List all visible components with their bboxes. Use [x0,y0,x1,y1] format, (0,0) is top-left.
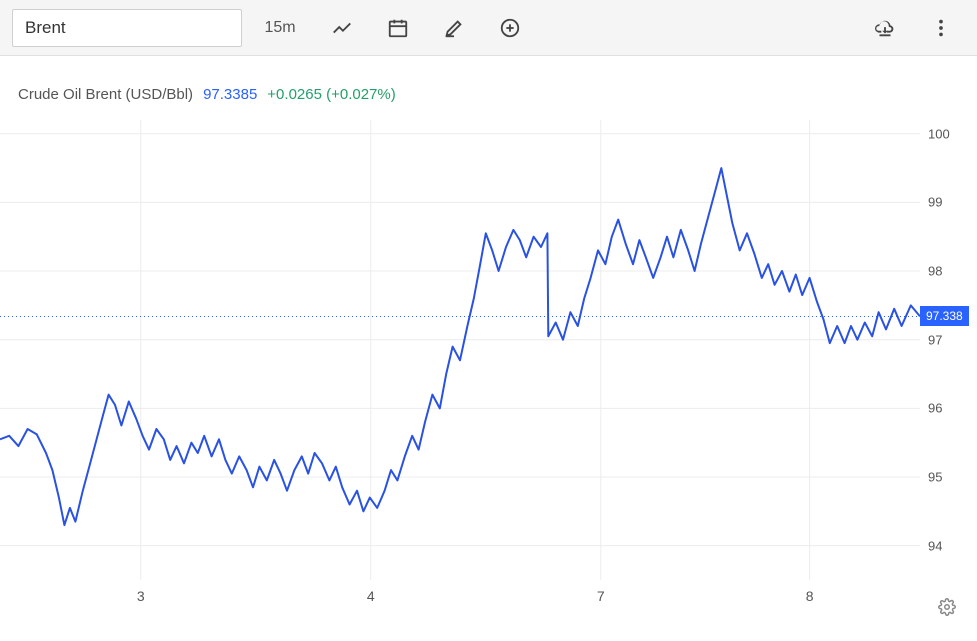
chart-style-icon[interactable] [318,8,366,48]
add-icon[interactable] [486,8,534,48]
legend-symbol-name: Crude Oil Brent (USD/Bbl) [18,86,193,103]
pencil-icon[interactable] [430,8,478,48]
y-tick-label: 98 [928,264,942,279]
chart-legend: Crude Oil Brent (USD/Bbl) 97.3385 +0.026… [18,86,396,103]
download-icon[interactable] [861,8,909,48]
chart-area[interactable] [0,120,920,580]
symbol-input[interactable] [12,9,242,47]
y-tick-label: 96 [928,401,942,416]
x-tick-label: 7 [597,588,605,604]
current-price-tag: 97.338 [920,306,969,326]
more-icon[interactable] [917,8,965,48]
x-tick-label: 4 [367,588,375,604]
legend-change: +0.0265 (+0.027%) [267,86,395,103]
y-tick-label: 95 [928,470,942,485]
x-axis: 3 4 7 8 [0,580,920,620]
calendar-icon[interactable] [374,8,422,48]
y-tick-label: 94 [928,538,942,553]
x-tick-label: 8 [806,588,814,604]
y-axis: 94 95 96 97 98 99 100 97.338 [920,120,977,580]
interval-selector[interactable]: 15m [250,19,310,37]
y-tick-label: 100 [928,126,950,141]
y-tick-label: 97 [928,332,942,347]
y-tick-label: 99 [928,195,942,210]
settings-icon[interactable] [938,598,956,621]
toolbar: 15m [0,0,977,56]
x-tick-label: 3 [137,588,145,604]
legend-price: 97.3385 [203,86,257,103]
